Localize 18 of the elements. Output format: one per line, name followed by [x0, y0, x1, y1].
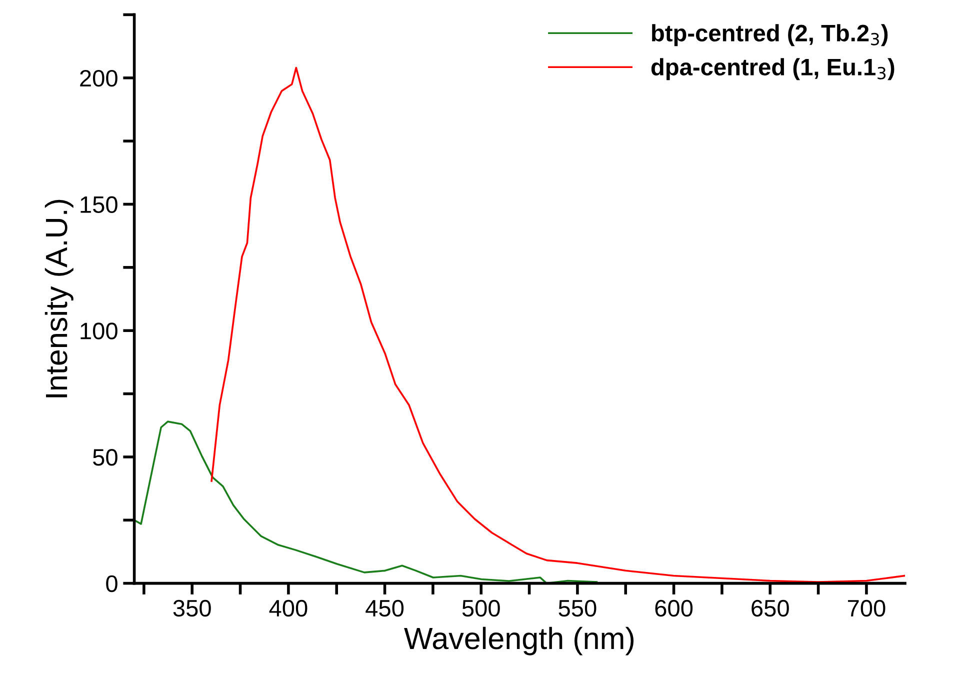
- x-tick-label: 500: [462, 600, 500, 617]
- legend-label: btp-centred (2, Tb.2$_{3}$): [652, 24, 888, 46]
- y-tick-label: 0: [106, 575, 118, 592]
- x-tick-label: 550: [558, 600, 596, 617]
- y-axis-title: Intensity (A.U.): [44, 200, 74, 398]
- legend-label: dpa-centred (1, Eu.1$_{3}$): [651, 58, 894, 80]
- x-tick-label: 700: [848, 600, 886, 617]
- y-tick-label: 150: [80, 196, 118, 214]
- x-tick-label: 450: [366, 600, 404, 617]
- line-series: [134, 420, 598, 584]
- y-tick-label: 100: [80, 322, 118, 340]
- y-tick-label: 200: [80, 70, 118, 87]
- x-tick-label: 400: [269, 600, 308, 617]
- y-tick-label: 50: [93, 449, 118, 466]
- x-tick-label: 600: [655, 600, 693, 617]
- x-tick-label: 350: [173, 600, 211, 617]
- x-tick-label: 650: [752, 600, 789, 617]
- x-axis-title: Wavelength (nm): [404, 626, 634, 656]
